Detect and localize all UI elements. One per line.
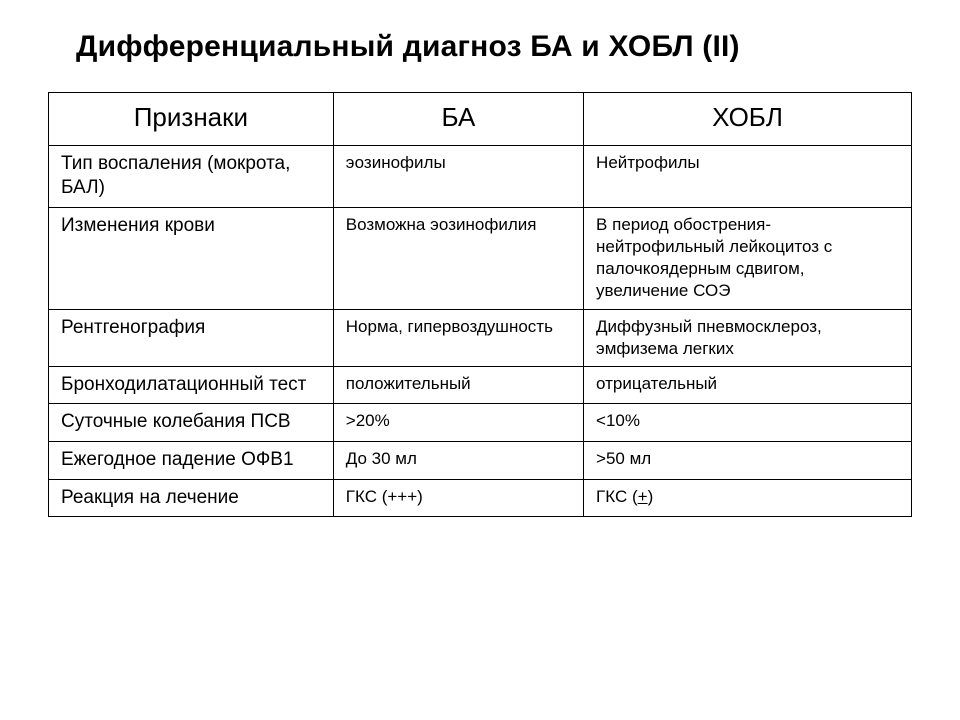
cell-ba: Возможна эозинофилия [333, 208, 583, 309]
table-row: Реакция на лечениеГКС (+++)ГКС (+) [49, 479, 912, 517]
cell-copd: отрицательный [584, 366, 912, 404]
row-label: Суточные колебания ПСВ [49, 404, 334, 442]
col-header-ba: БА [333, 93, 583, 146]
table-row: Бронходилатационный тестположительныйотр… [49, 366, 912, 404]
col-header-signs: Признаки [49, 93, 334, 146]
row-label: Ежегодное падение ОФВ1 [49, 442, 334, 480]
cell-ba: эозинофилы [333, 145, 583, 207]
underlined-plus: + [638, 487, 648, 506]
table-row: Изменения кровиВозможна эозинофилияВ пер… [49, 208, 912, 309]
table-body: Тип воспаления (мокрота, БАЛ)эозинофилыН… [49, 145, 912, 517]
cell-copd: Диффузный пневмосклероз, эмфизема легких [584, 309, 912, 366]
table-row: Тип воспаления (мокрота, БАЛ)эозинофилыН… [49, 145, 912, 207]
col-header-copd: ХОБЛ [584, 93, 912, 146]
row-label: Бронходилатационный тест [49, 366, 334, 404]
page-title: Дифференциальный диагноз БА и ХОБЛ (II) [76, 30, 912, 64]
row-label: Тип воспаления (мокрота, БАЛ) [49, 145, 334, 207]
slide-page: Дифференциальный диагноз БА и ХОБЛ (II) … [0, 0, 960, 720]
cell-copd: Нейтрофилы [584, 145, 912, 207]
table-row: РентгенографияНорма, гипервоздушностьДиф… [49, 309, 912, 366]
row-label: Изменения крови [49, 208, 334, 309]
cell-ba: Норма, гипервоздушность [333, 309, 583, 366]
cell-ba: >20% [333, 404, 583, 442]
cell-copd: В период обострения- нейтрофильный лейко… [584, 208, 912, 309]
row-label: Реакция на лечение [49, 479, 334, 517]
cell-ba: положительный [333, 366, 583, 404]
table-row: Суточные колебания ПСВ>20%<10% [49, 404, 912, 442]
cell-copd: ГКС (+) [584, 479, 912, 517]
row-label: Рентгенография [49, 309, 334, 366]
table-header-row: Признаки БА ХОБЛ [49, 93, 912, 146]
cell-ba: ГКС (+++) [333, 479, 583, 517]
table-row: Ежегодное падение ОФВ1До 30 мл>50 мл [49, 442, 912, 480]
cell-copd: <10% [584, 404, 912, 442]
cell-copd: >50 мл [584, 442, 912, 480]
cell-ba: До 30 мл [333, 442, 583, 480]
differential-diagnosis-table: Признаки БА ХОБЛ Тип воспаления (мокрота… [48, 92, 912, 517]
